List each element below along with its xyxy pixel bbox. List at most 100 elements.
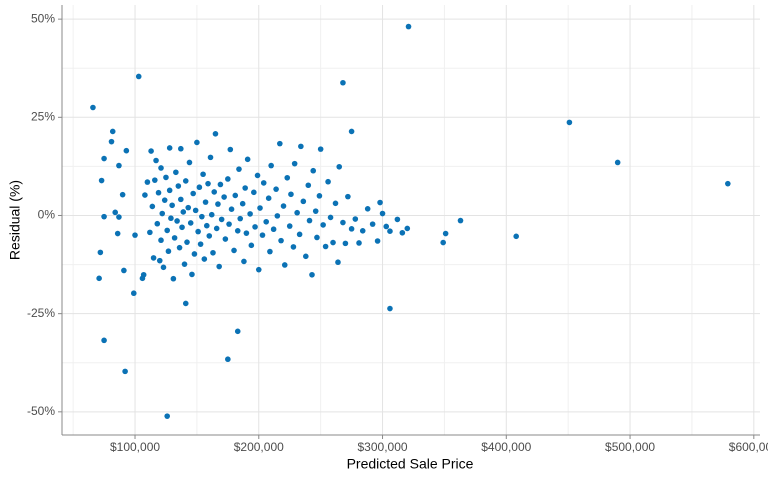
- point: [286, 223, 293, 229]
- point: [114, 230, 121, 237]
- point: [147, 229, 153, 236]
- x-tick-label: $600,000: [729, 440, 768, 454]
- point: [202, 199, 209, 205]
- point: [226, 221, 232, 227]
- point: [399, 229, 406, 236]
- point: [96, 275, 102, 282]
- point: [171, 235, 178, 241]
- point: [179, 224, 185, 231]
- y-tick-label: -50%: [27, 404, 55, 418]
- point: [196, 184, 203, 191]
- point: [182, 178, 189, 184]
- point: [369, 221, 376, 227]
- point: [182, 300, 189, 307]
- point: [165, 248, 172, 255]
- point: [335, 259, 341, 266]
- point: [254, 172, 261, 179]
- point: [123, 147, 130, 154]
- x-tick-label: $300,000: [358, 440, 408, 454]
- point: [122, 368, 128, 375]
- point: [327, 214, 334, 221]
- point: [208, 211, 215, 218]
- point: [132, 232, 138, 238]
- point: [158, 165, 164, 171]
- point: [284, 174, 291, 181]
- point: [377, 199, 383, 206]
- point: [215, 201, 221, 207]
- point: [255, 266, 262, 273]
- point: [348, 226, 355, 232]
- point: [273, 186, 279, 192]
- point: [163, 174, 169, 181]
- point: [394, 216, 401, 223]
- point: [142, 192, 148, 198]
- point: [300, 198, 307, 205]
- point: [257, 205, 263, 211]
- point: [161, 197, 168, 203]
- point: [274, 213, 281, 219]
- point: [200, 171, 206, 178]
- point: [150, 255, 157, 261]
- x-tick-label: $200,000: [234, 440, 284, 454]
- point: [169, 202, 175, 209]
- point: [139, 275, 146, 282]
- point: [259, 232, 266, 238]
- point: [340, 79, 346, 86]
- point: [108, 138, 115, 145]
- point: [176, 244, 183, 251]
- point: [216, 263, 222, 270]
- point: [241, 258, 247, 265]
- x-axis-label: Predicted Sale Price: [347, 456, 474, 472]
- point: [243, 230, 250, 236]
- point: [222, 236, 229, 242]
- point: [263, 218, 270, 225]
- point: [159, 210, 166, 217]
- point: [98, 177, 105, 184]
- point: [206, 233, 213, 239]
- point: [387, 228, 393, 234]
- point: [330, 239, 336, 246]
- y-tick-label: 25%: [31, 109, 55, 123]
- point: [203, 222, 210, 229]
- point: [281, 262, 288, 268]
- point: [280, 203, 287, 209]
- point: [231, 247, 237, 254]
- point: [217, 181, 224, 188]
- point: [109, 128, 116, 135]
- point: [457, 217, 464, 224]
- point: [237, 215, 244, 222]
- point: [268, 162, 274, 169]
- point: [291, 160, 298, 167]
- point: [306, 217, 313, 224]
- point: [383, 223, 390, 230]
- point: [725, 180, 731, 187]
- point: [270, 226, 277, 233]
- point: [309, 271, 315, 278]
- point: [152, 177, 158, 183]
- y-tick-label: 50%: [31, 11, 55, 25]
- point: [166, 187, 173, 194]
- point: [178, 196, 184, 203]
- x-tick-label: $500,000: [605, 440, 655, 454]
- point: [251, 189, 257, 196]
- point: [252, 224, 258, 230]
- point: [294, 209, 300, 216]
- point: [244, 156, 251, 163]
- point: [153, 157, 159, 164]
- point: [210, 249, 216, 256]
- point: [168, 215, 174, 222]
- point: [121, 267, 127, 274]
- point: [101, 213, 107, 220]
- point: [298, 143, 304, 150]
- point: [228, 206, 235, 213]
- point: [316, 193, 323, 199]
- point: [247, 211, 253, 217]
- point: [187, 220, 194, 226]
- point: [234, 328, 241, 335]
- point: [325, 178, 331, 185]
- point: [97, 249, 104, 256]
- point: [242, 185, 248, 191]
- point: [195, 228, 201, 235]
- point: [90, 104, 96, 111]
